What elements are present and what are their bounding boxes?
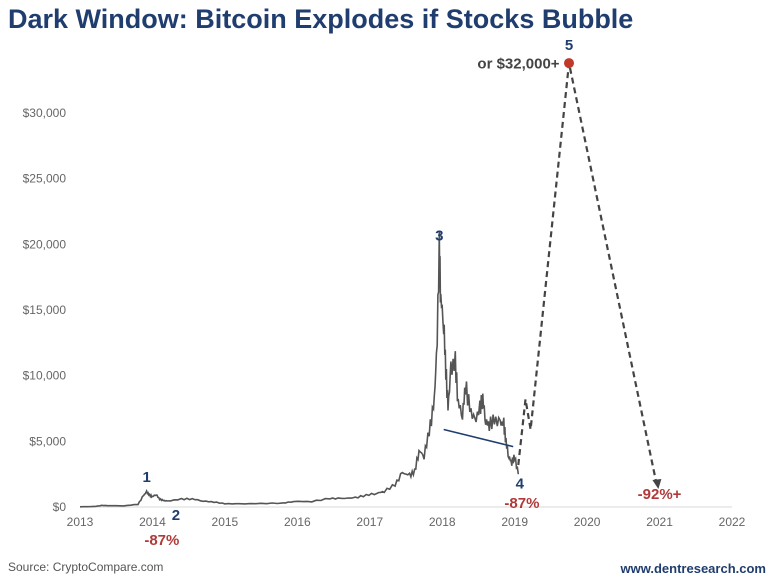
- y-tick-label: $15,000: [23, 303, 67, 317]
- x-tick-label: 2021: [646, 515, 673, 529]
- x-tick-label: 2013: [67, 515, 94, 529]
- annotation-label: 3: [435, 227, 443, 244]
- x-tick-label: 2015: [212, 515, 239, 529]
- y-tick-label: $10,000: [23, 369, 67, 383]
- annotation-label: 1: [142, 469, 150, 486]
- annotation-label: -87%: [504, 495, 539, 512]
- source-note: Source: CryptoCompare.com: [8, 560, 164, 574]
- trend-line: [443, 428, 514, 448]
- x-tick-label: 2016: [284, 515, 311, 529]
- page-title: Dark Window: Bitcoin Explodes if Stocks …: [8, 4, 634, 34]
- y-tick-label: $25,000: [23, 172, 67, 186]
- website-credit: www.dentresearch.com: [620, 561, 766, 576]
- annotation-label: -92%+: [638, 486, 682, 503]
- x-tick-label: 2014: [139, 515, 166, 529]
- projection-line: [517, 62, 659, 489]
- annotation-label: 4: [516, 476, 525, 493]
- annotation-label: 5: [565, 37, 573, 54]
- y-tick-label: $30,000: [23, 106, 67, 120]
- annotation-label: 2: [172, 507, 180, 524]
- y-tick-label: $20,000: [23, 237, 67, 251]
- x-tick-label: 2022: [719, 515, 746, 529]
- x-tick-label: 2019: [501, 515, 528, 529]
- y-tick-label: $5,000: [29, 434, 66, 448]
- x-tick-label: 2017: [356, 515, 383, 529]
- peak-marker: [564, 58, 574, 69]
- annotation-label: -87%: [144, 532, 179, 549]
- price-line: [79, 231, 520, 508]
- x-tick-label: 2020: [574, 515, 601, 529]
- y-tick-label: $0: [53, 500, 67, 514]
- annotation-label: or $32,000+: [477, 55, 559, 72]
- arrowhead-icon: [652, 478, 662, 489]
- x-tick-label: 2018: [429, 515, 456, 529]
